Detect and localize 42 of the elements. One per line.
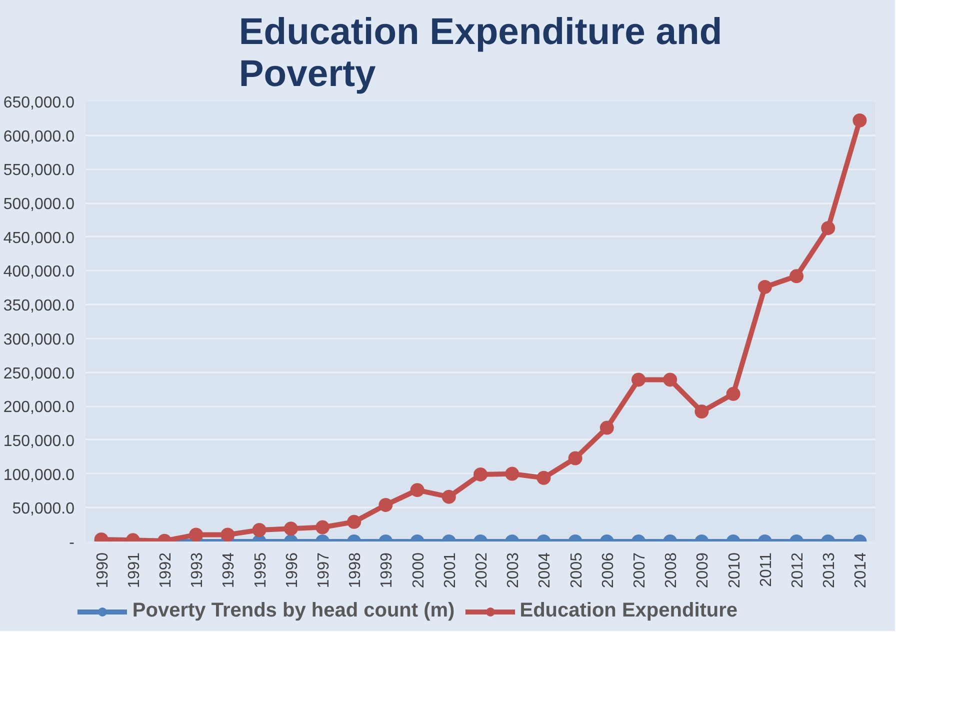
x-tick-label: 2014 bbox=[852, 552, 870, 588]
x-tick-label: 2004 bbox=[536, 552, 554, 588]
y-tick-label: - bbox=[69, 534, 74, 552]
y-tick-label: 500,000.0 bbox=[3, 196, 75, 214]
x-tick-label: 1998 bbox=[347, 552, 364, 588]
x-tick-label: 1997 bbox=[316, 552, 332, 588]
x-tick-label: 2005 bbox=[568, 552, 586, 588]
x-tick-label: 2006 bbox=[600, 552, 617, 588]
x-tick-label: 1991 bbox=[126, 552, 143, 588]
y-tick-label: 50,000.0 bbox=[12, 500, 75, 518]
y-tick-label: 300,000.0 bbox=[3, 331, 75, 348]
y-tick-label: 400,000.0 bbox=[3, 264, 75, 281]
x-tick-label: 1994 bbox=[220, 552, 238, 588]
x-tick-label: 2002 bbox=[474, 552, 490, 588]
x-tick-label: 1992 bbox=[158, 552, 174, 588]
x-tick-label: 2007 bbox=[632, 552, 648, 588]
x-tick-label: 2010 bbox=[726, 552, 744, 588]
x-tick-label: 1996 bbox=[284, 552, 301, 588]
legend-label: Poverty Trends by head count (m) bbox=[132, 600, 455, 622]
x-tick-label: 2012 bbox=[790, 552, 806, 588]
x-tick-label: 2009 bbox=[694, 552, 712, 588]
x-tick-label: 2008 bbox=[663, 552, 680, 588]
x-tick-label: 2011 bbox=[758, 552, 775, 587]
x-tick-label: 2001 bbox=[442, 552, 459, 588]
x-tick-label: 2000 bbox=[410, 552, 428, 588]
x-tick-label: 1995 bbox=[252, 552, 270, 588]
x-tick-label: 1999 bbox=[378, 552, 396, 588]
y-tick-label: 650,000.0 bbox=[3, 94, 75, 112]
y-tick-label: 450,000.0 bbox=[3, 230, 75, 247]
y-tick-label: 100,000.0 bbox=[3, 466, 75, 484]
x-tick-label: 2003 bbox=[505, 552, 522, 588]
y-tick-label: 350,000.0 bbox=[3, 298, 75, 315]
x-tick-label: 1993 bbox=[189, 552, 206, 588]
x-tick-label: 2013 bbox=[821, 552, 838, 588]
y-tick-label: 200,000.0 bbox=[3, 399, 75, 416]
chart-title: Education Expenditure and Poverty bbox=[238, 10, 722, 94]
y-tick-label: 550,000.0 bbox=[3, 162, 75, 180]
x-tick-label: 1990 bbox=[94, 552, 112, 588]
y-tick-label: 150,000.0 bbox=[3, 432, 75, 450]
legend-label: Education Expenditure bbox=[520, 600, 738, 622]
y-tick-label: 600,000.0 bbox=[3, 128, 75, 146]
y-tick-label: 250,000.0 bbox=[3, 365, 75, 382]
